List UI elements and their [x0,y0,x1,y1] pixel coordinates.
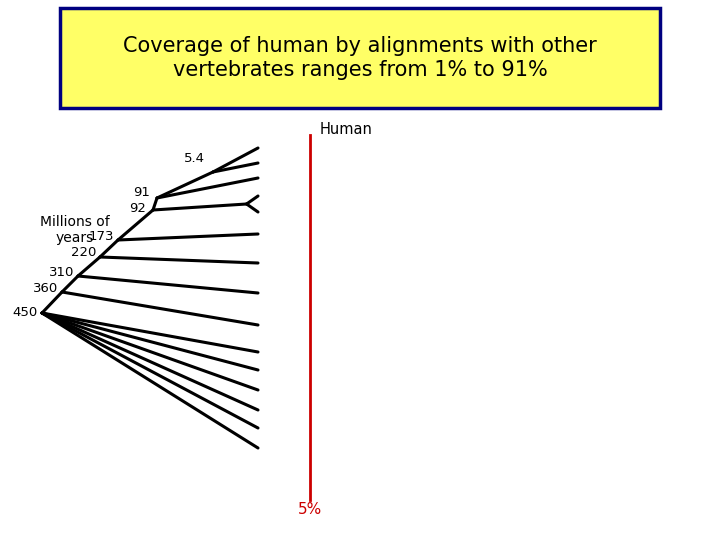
Text: Coverage of human by alignments with other
vertebrates ranges from 1% to 91%: Coverage of human by alignments with oth… [123,36,597,79]
Text: 92: 92 [129,201,146,214]
Text: Human: Human [320,123,373,138]
FancyBboxPatch shape [60,8,660,108]
Text: 5.4: 5.4 [184,152,205,165]
Text: 360: 360 [32,282,58,295]
Text: 5%: 5% [298,503,322,517]
Text: Millions of
years: Millions of years [40,215,110,245]
Text: 220: 220 [71,246,96,260]
Text: 91: 91 [133,186,150,199]
Text: 310: 310 [49,266,74,279]
Text: 173: 173 [89,230,114,242]
Text: 450: 450 [13,307,38,320]
